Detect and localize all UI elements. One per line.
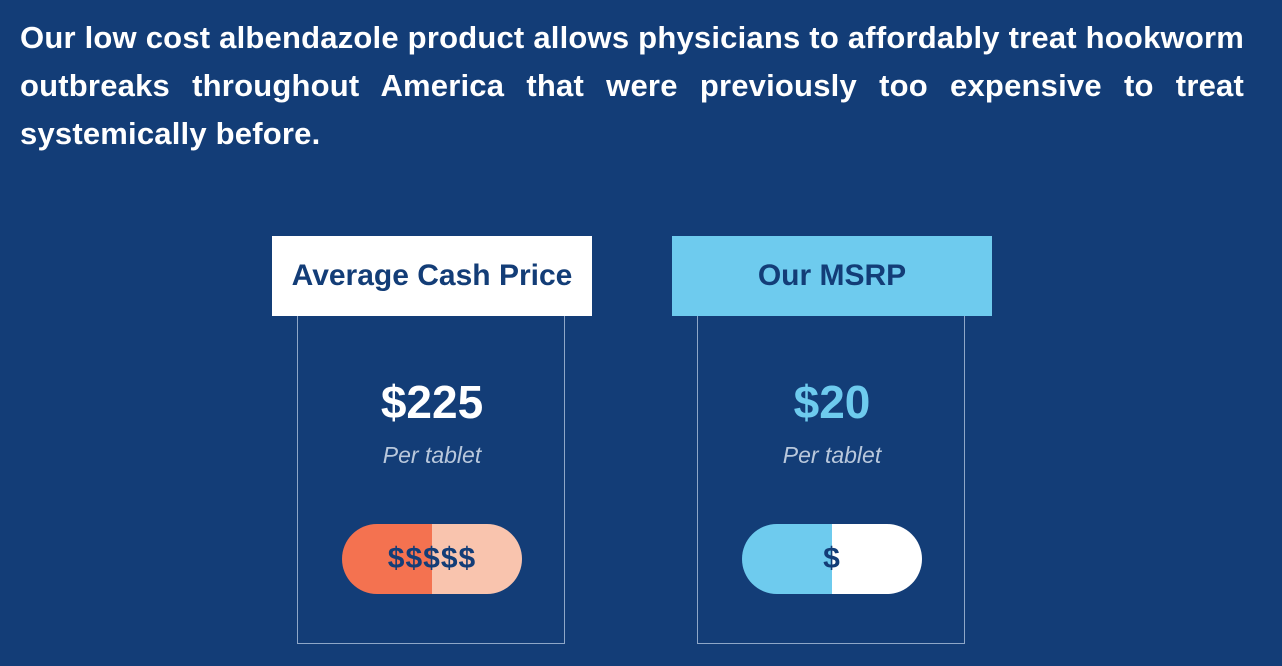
price-value: $225 xyxy=(380,376,484,428)
card-header: Our MSRP xyxy=(672,236,992,316)
price-unit: Per tablet xyxy=(782,442,882,468)
card-frame xyxy=(297,296,565,644)
pill-icon: $ xyxy=(742,524,922,594)
pill-cost-label: $ xyxy=(823,542,841,575)
our-msrp-card: Our MSRP $20 Per tablet $ xyxy=(672,236,992,646)
pill-left-half xyxy=(742,524,832,594)
intro-paragraph: Our low cost albendazole product allows … xyxy=(20,20,1244,151)
pill-right-half xyxy=(432,524,522,594)
card-header: Average Cash Price xyxy=(272,236,592,316)
pill-left-half xyxy=(342,524,432,594)
price-unit: Per tablet xyxy=(382,442,482,468)
pill-right-half xyxy=(832,524,922,594)
pill-icon: $$$$$ xyxy=(342,524,522,594)
pill-cost-label: $$$$$ xyxy=(387,542,477,575)
average-cash-price-card: Average Cash Price $225 Per tablet $$$$$ xyxy=(272,236,592,646)
price-value: $20 xyxy=(793,376,871,428)
card-frame xyxy=(697,296,965,644)
